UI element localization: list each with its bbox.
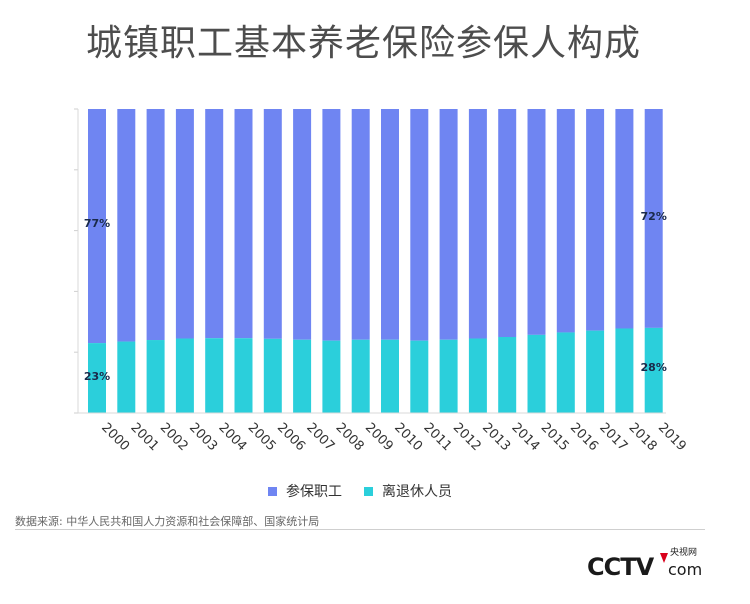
bar-employees-2015 [527, 109, 546, 335]
x-tick-label-2001: 2001 [127, 420, 161, 454]
chart-title: 城镇职工基本养老保险参保人构成 [86, 23, 642, 64]
bar-employees-2008 [322, 109, 341, 341]
x-tick-label-2010: 2010 [391, 420, 425, 454]
bar-retirees-2016 [556, 332, 575, 413]
bar-retirees-2019 [644, 327, 663, 413]
legend: 参保职工 离退休人员 [268, 481, 474, 501]
x-tick-label-2006: 2006 [274, 420, 308, 454]
logo-com: com [668, 560, 702, 579]
legend-label-retirees: 离退休人员 [382, 484, 452, 500]
bar-employees-2005 [234, 109, 253, 339]
x-tick-label-2002: 2002 [157, 420, 191, 454]
bar-retirees-2010 [381, 339, 399, 413]
legend-swatch-retirees [364, 486, 373, 496]
bar-employees-2003 [175, 109, 194, 339]
bar-employees-2013 [468, 109, 487, 339]
bar-employees-2004 [205, 109, 224, 339]
bar-employees-2014 [498, 109, 517, 337]
bar-retirees-2018 [615, 328, 634, 413]
x-tick-label-2012: 2012 [450, 420, 484, 454]
x-tick-label-2007: 2007 [303, 420, 337, 454]
bar-employees-2017 [586, 109, 605, 331]
bar-retirees-2009 [351, 339, 370, 413]
bar-retirees-2012 [439, 339, 458, 413]
svg-text:CCTV: CCTV [587, 553, 655, 581]
bar-retirees-2005 [234, 338, 253, 413]
x-tick-label-2004: 2004 [215, 420, 249, 454]
bar-employees-2007 [293, 109, 312, 340]
data-label-2019-employees: 72% [641, 210, 667, 223]
bar-employees-2018 [615, 109, 634, 329]
x-tick-label-2005: 2005 [245, 420, 279, 454]
bar-retirees-2000 [88, 343, 106, 413]
bar-employees-2002 [146, 109, 165, 341]
x-tick-label-2019: 2019 [655, 420, 689, 454]
x-tick-label-2013: 2013 [479, 420, 513, 454]
x-tick-label-2009: 2009 [362, 420, 396, 454]
bar-retirees-2017 [586, 330, 605, 413]
bar-retirees-2015 [527, 334, 546, 413]
bar-employees-2000 [88, 109, 106, 344]
bar-employees-2016 [556, 109, 575, 333]
x-tick-label-2014: 2014 [508, 420, 542, 454]
divider [15, 529, 705, 530]
legend-item-employees: 参保职工 [268, 481, 342, 501]
cctv-logo: CCTV com 央视网 [587, 546, 702, 581]
bar-retirees-2007 [293, 339, 312, 413]
x-tick-label-2011: 2011 [420, 420, 454, 454]
data-source-note: 数据来源: 中华人民共和国人力资源和社会保障部、国家统计局 [15, 515, 320, 528]
legend-swatch-employees [268, 486, 277, 496]
data-label-2000-employees: 77% [84, 217, 110, 230]
data-label-2000-retirees: 23% [84, 370, 110, 383]
bar-retirees-2004 [205, 338, 224, 413]
x-tick-label-2003: 2003 [186, 420, 220, 454]
bar-employees-2006 [263, 109, 282, 339]
legend-item-retirees: 离退休人员 [364, 481, 452, 501]
x-tick-label-2016: 2016 [567, 420, 601, 454]
bar-retirees-2002 [146, 340, 165, 413]
bar-retirees-2001 [117, 341, 136, 413]
bar-employees-2019 [644, 109, 663, 328]
x-tick-label-2018: 2018 [626, 420, 660, 454]
bar-employees-2012 [439, 109, 458, 340]
x-tick-label-2015: 2015 [538, 420, 572, 454]
legend-label-employees: 参保职工 [286, 484, 342, 500]
bar-employees-2009 [351, 109, 370, 340]
bar-retirees-2003 [175, 338, 194, 413]
bar-employees-2001 [117, 109, 136, 342]
x-tick-label-2008: 2008 [333, 420, 367, 454]
bar-retirees-2008 [322, 340, 341, 413]
bar-employees-2011 [410, 109, 429, 341]
bar-retirees-2013 [468, 338, 487, 413]
logo-cn: 央视网 [670, 546, 697, 558]
x-tick-label-2000: 2000 [98, 420, 132, 454]
stacked-bar-chart: 2000200120022003200420052006200720082009… [74, 108, 689, 454]
bar-retirees-2011 [410, 340, 429, 413]
bar-retirees-2006 [263, 338, 282, 413]
bar-retirees-2014 [498, 337, 517, 413]
data-label-2019-retirees: 28% [641, 361, 667, 374]
x-tick-label-2017: 2017 [596, 420, 630, 454]
bar-employees-2010 [381, 109, 399, 340]
